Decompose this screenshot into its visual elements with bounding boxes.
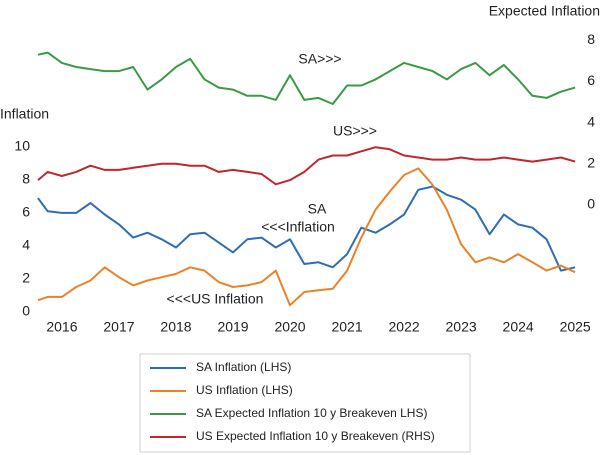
annotation: SA>>> <box>298 51 341 67</box>
x-tick-label: 2021 <box>331 319 362 335</box>
annotation: <<<Inflation <box>261 219 335 235</box>
y-tick-label: 10 <box>14 138 30 154</box>
y2-tick-label: 8 <box>587 31 595 47</box>
x-tick-label: 2019 <box>217 319 248 335</box>
x-tick-label: 2017 <box>103 319 134 335</box>
y2-tick-label: 4 <box>587 113 595 129</box>
series-line <box>37 167 576 307</box>
legend: SA Inflation (LHS) US Inflation (LHS) SA E… <box>150 360 435 443</box>
legend-label: SA Inflation (LHS) <box>196 360 291 374</box>
legend-label: US Inflation (LHS) <box>196 383 293 397</box>
annotation: SA <box>308 201 327 217</box>
series-line <box>37 146 576 186</box>
y-axis-label: Inflation <box>0 106 49 122</box>
series-line <box>37 51 576 105</box>
series-line <box>37 185 576 272</box>
y-tick-label: 6 <box>22 204 30 220</box>
annotation: US>>> <box>333 123 377 139</box>
x-tick-label: 2025 <box>560 319 591 335</box>
y2-tick-label: 0 <box>587 196 595 212</box>
x-tick-label: 2018 <box>160 319 191 335</box>
x-tick-label: 2024 <box>503 319 534 335</box>
y2-tick-label: 2 <box>587 154 595 170</box>
x-tick-label: 2022 <box>389 319 420 335</box>
legend-label: US Expected Inflation 10 y Breakeven (RH… <box>196 429 435 443</box>
legend-label: SA Expected Inflation 10 y Breakeven LHS… <box>196 406 427 420</box>
y2-axis-label: Expected Inflation <box>489 3 600 19</box>
x-tick-label: 2016 <box>46 319 77 335</box>
y-tick-label: 8 <box>22 171 30 187</box>
x-tick-label: 2020 <box>274 319 305 335</box>
annotation: <<<US Inflation <box>167 291 264 307</box>
y-tick-label: 2 <box>22 270 30 286</box>
y-tick-label: 4 <box>22 237 30 253</box>
y-tick-label: 0 <box>22 302 30 318</box>
x-tick-label: 2023 <box>446 319 477 335</box>
legend-box <box>139 353 471 453</box>
y2-tick-label: 6 <box>587 72 595 88</box>
